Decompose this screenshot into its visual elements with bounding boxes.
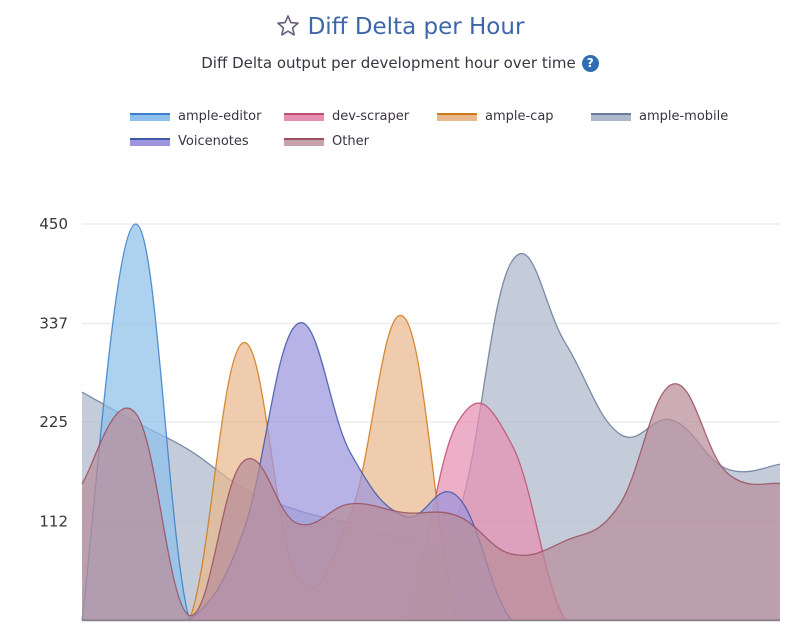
line-other [81,383,781,617]
legend-item-dev-scraper[interactable]: dev-scraper [284,109,409,124]
y-tick-label: 337 [39,314,68,332]
legend-swatch [130,137,170,146]
legend-item-ample-cap[interactable]: ample-cap [437,109,554,124]
legend-item-ample-mobile[interactable]: ample-mobile [591,109,728,124]
legend-label: ample-mobile [639,109,729,124]
chart-title: Diff Delta per Hour [0,14,800,40]
chart-subtitle: Diff Delta output per development hour o… [0,54,800,72]
legend-item-other[interactable]: Other [284,134,369,149]
legend-swatch [284,112,324,121]
legend-item-voicenotes[interactable]: Voicenotes [130,134,249,149]
legend-label: dev-scraper [332,109,410,124]
legend-swatch [284,137,324,146]
y-tick-label: 112 [39,512,68,530]
legend-item-ample-editor[interactable]: ample-editor [130,109,261,124]
star-icon[interactable] [276,14,300,38]
legend-swatch [130,112,170,121]
legend-swatch [437,112,477,121]
help-icon[interactable]: ? [581,55,599,72]
legend-label: Voicenotes [178,134,249,149]
legend-label: ample-editor [178,109,262,124]
area-other[interactable] [82,383,780,620]
y-tick-label: 450 [39,215,68,233]
y-tick-label: 225 [39,413,68,431]
legend-label: Other [332,134,369,149]
chart-subtitle-text: Diff Delta output per development hour o… [201,54,576,72]
legend-label: ample-cap [485,109,554,124]
legend-swatch [591,112,631,121]
chart-title-text: Diff Delta per Hour [307,14,525,40]
